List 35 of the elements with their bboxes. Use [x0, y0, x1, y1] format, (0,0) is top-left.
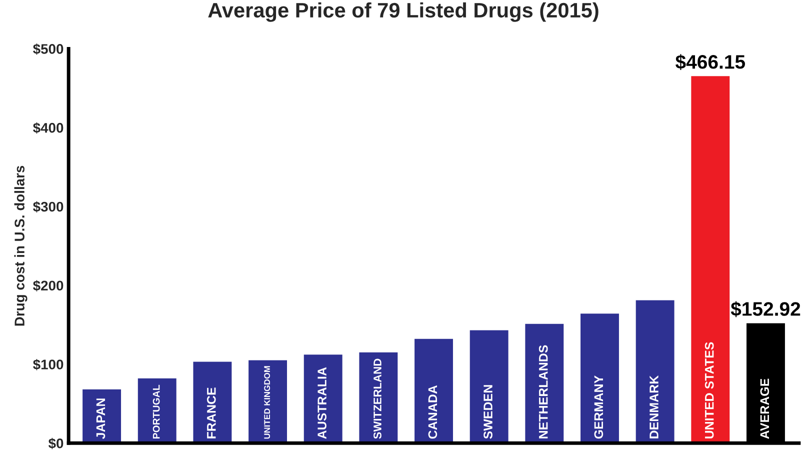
bar [81, 388, 122, 444]
bar [358, 350, 400, 444]
data-label: $466.15 [676, 54, 746, 70]
bar [690, 74, 732, 444]
y-axis-title: Drug cost in U.S. dollars [14, 166, 28, 326]
chart-title: Average Price of 79 Listed Drugs (2015) [208, 2, 598, 22]
bar [634, 298, 676, 444]
bar [413, 338, 454, 444]
x-tick-label: SWITZERLAND [374, 358, 382, 439]
x-tick-label: CANADA [428, 385, 438, 439]
bar [524, 322, 566, 444]
x-tick-label: GERMANY [594, 375, 604, 439]
bar [468, 328, 510, 444]
bar [136, 376, 178, 444]
x-tick-label: PORTUGAL [152, 384, 160, 439]
x-tick-label: DENMARK [650, 375, 658, 438]
bar [247, 358, 288, 444]
x-tick-label: UNITED STATES [704, 342, 714, 438]
x-tick-label: AUSTRALIA [318, 367, 326, 439]
bar [302, 353, 344, 444]
y-tick-label: $0 [48, 438, 64, 450]
x-tick-label: SWEDEN [484, 385, 492, 439]
y-tick-label: $300 [33, 201, 64, 213]
x-tick-label: NETHERLANDS [538, 345, 548, 438]
bar [192, 360, 234, 444]
y-tick-label: $500 [33, 43, 64, 55]
y-tick-label: $400 [33, 122, 64, 134]
bar [579, 312, 620, 444]
x-tick-label: JAPAN [96, 398, 106, 439]
x-tick-label: AVERAGE [760, 378, 770, 439]
x-tick-label: UNITED KINGDOM [264, 366, 270, 439]
y-tick-label: $100 [33, 358, 64, 370]
data-label: $152.92 [730, 301, 800, 318]
y-tick-label: $200 [33, 280, 64, 292]
x-tick-label: FRANCE [206, 388, 216, 438]
